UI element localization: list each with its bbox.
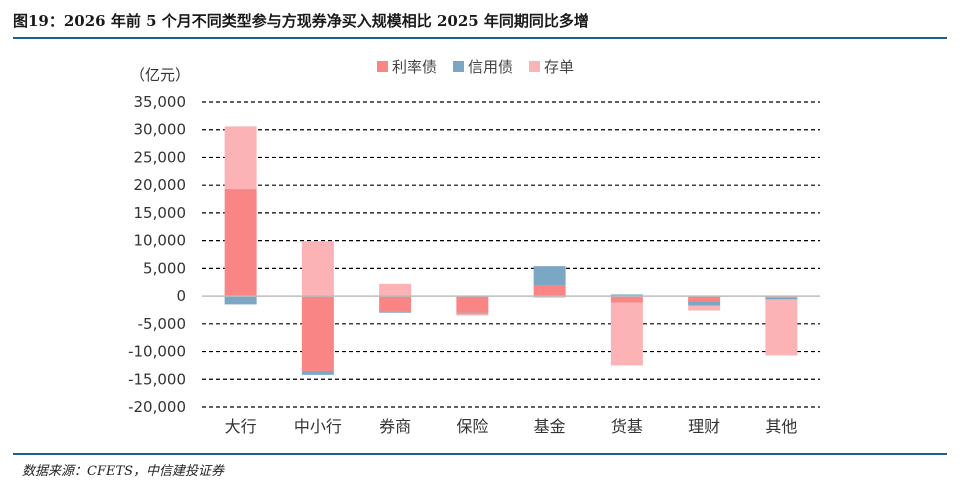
y-tick-label: 30,000 (134, 121, 187, 139)
figure-title: 图19：2026 年前 5 个月不同类型参与方现券净买入规模相比 2025 年同… (13, 12, 589, 30)
bar-segment (610, 294, 643, 297)
x-tick-label: 其他 (765, 417, 797, 436)
bar-segment (224, 126, 257, 190)
y-axis-ticks: -20,000 -15,000 -10,000 -5,000 0 5,000 10,000 1… (128, 93, 186, 416)
bar-segment (456, 312, 489, 314)
bar-segment (610, 296, 643, 303)
bar-segment (456, 296, 489, 313)
y-tick-label: -20,000 (128, 398, 186, 416)
y-tick-label: 15,000 (134, 204, 187, 222)
legend-swatch (529, 61, 540, 72)
bar-segment (533, 296, 566, 298)
legend-label: 利率债 (392, 58, 437, 76)
bar-segment (379, 311, 412, 313)
bar-segment (301, 296, 334, 371)
top-rule (13, 37, 947, 39)
bar-segment (224, 296, 257, 305)
bar-segment (688, 305, 721, 311)
bar-segment (224, 189, 257, 297)
bar-segment (688, 301, 721, 306)
legend-swatch (377, 61, 388, 72)
chart-legend: 利率债 信用债 存单 (377, 58, 574, 76)
bars (224, 126, 798, 375)
bar-segment (533, 266, 566, 285)
x-tick-label: 理财 (688, 417, 720, 436)
y-tick-label: 25,000 (134, 148, 187, 166)
bar-segment (379, 296, 412, 312)
legend-label: 存单 (544, 58, 574, 76)
x-axis-ticks: 大行 中小行 券商 保险 基金 货基 理财 其他 (225, 417, 798, 436)
bottom-rule (13, 453, 947, 455)
bar-segment (765, 297, 798, 300)
stacked-bar-chart: 利率债 信用债 存单 （亿元） -20,000 -15,000 -10,000 -5,00… (128, 58, 820, 436)
x-tick-label: 中小行 (294, 417, 342, 436)
x-tick-label: 保险 (456, 417, 488, 436)
bar-segment (765, 299, 798, 356)
bar-segment (610, 302, 643, 366)
y-tick-label: 10,000 (134, 232, 187, 250)
y-tick-label: -15,000 (128, 370, 186, 388)
x-tick-label: 货基 (611, 417, 643, 436)
y-tick-label: -10,000 (128, 343, 186, 361)
y-tick-label: 20,000 (134, 176, 187, 194)
bar-segment (456, 313, 489, 316)
x-tick-label: 大行 (225, 417, 257, 436)
legend-label: 信用债 (468, 58, 513, 76)
y-tick-label: 0 (176, 287, 186, 305)
bar-segment (765, 296, 798, 298)
bar-segment (379, 283, 412, 297)
y-tick-label: 5,000 (143, 259, 186, 277)
source-note: 数据来源：CFETS，中信建投证券 (22, 464, 225, 479)
bar-segment (301, 370, 334, 375)
legend-swatch (453, 61, 464, 72)
y-tick-label: -5,000 (138, 315, 186, 333)
y-axis-unit-label: （亿元） (130, 66, 190, 84)
gridlines (202, 101, 820, 408)
bar-segment (533, 285, 566, 297)
bar-segment (301, 241, 334, 297)
x-tick-label: 基金 (534, 417, 566, 436)
y-tick-label: 35,000 (134, 93, 187, 111)
bar-segment (688, 296, 721, 302)
x-tick-label: 券商 (379, 417, 411, 436)
